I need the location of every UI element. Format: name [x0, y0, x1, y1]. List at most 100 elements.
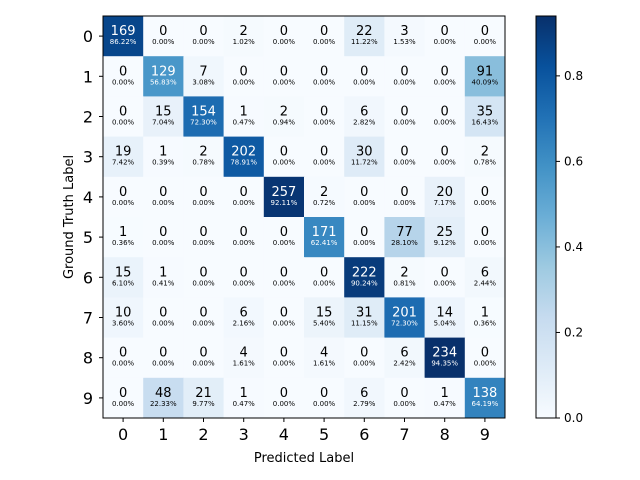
cell-percent-label: 0.94% — [273, 119, 296, 127]
cell-percent-label: 0.00% — [313, 400, 336, 408]
heatmap-cell — [344, 136, 385, 178]
cell-count-label: 1 — [240, 105, 248, 120]
heatmap-cell — [344, 217, 385, 258]
y-tick-label: 6 — [83, 268, 93, 287]
cell-percent-label: 11.22% — [351, 38, 378, 46]
cell-percent-label: 7.17% — [434, 199, 457, 207]
heatmap-cell — [304, 337, 345, 379]
cell-count-label: 0 — [240, 265, 248, 280]
cell-percent-label: 22.33% — [150, 400, 177, 408]
heatmap-cell — [424, 16, 466, 57]
cell-count-label: 0 — [400, 185, 408, 200]
heatmap-cell — [263, 337, 305, 379]
heatmap-cell — [223, 217, 265, 258]
cell-percent-label: 0.00% — [393, 400, 416, 408]
heatmap-cell — [464, 176, 506, 218]
heatmap-cell — [183, 257, 225, 298]
cell-count-label: 0 — [360, 64, 368, 79]
cell-percent-label: 0.00% — [353, 360, 376, 368]
cell-count-label: 0 — [199, 346, 207, 361]
cell-percent-label: 0.00% — [313, 279, 336, 287]
cell-count-label: 2 — [320, 185, 328, 200]
heatmap-cell — [223, 257, 265, 298]
cell-count-label: 48 — [155, 386, 172, 401]
heatmap-cell — [143, 257, 184, 298]
cell-count-label: 222 — [352, 265, 377, 280]
cell-count-label: 0 — [119, 64, 127, 79]
heatmap-cell — [183, 377, 225, 419]
cell-count-label: 0 — [240, 185, 248, 200]
heatmap-cell — [304, 16, 345, 57]
cell-count-label: 15 — [155, 105, 172, 120]
cell-percent-label: 0.00% — [273, 279, 296, 287]
heatmap-cell — [304, 257, 345, 298]
cell-count-label: 0 — [280, 64, 288, 79]
heatmap-cell — [424, 176, 466, 218]
cell-percent-label: 0.00% — [233, 78, 256, 86]
heatmap-cell — [384, 297, 426, 339]
colorbar-ticks: 0.0 0.2 0.4 0.6 0.8 — [556, 69, 583, 425]
heatmap-cell — [344, 337, 385, 379]
cell-count-label: 77 — [396, 225, 413, 240]
heatmap-cell — [103, 96, 144, 138]
cell-count-label: 15 — [316, 306, 333, 321]
cell-percent-label: 1.02% — [233, 38, 256, 46]
cell-count-label: 0 — [159, 185, 167, 200]
cell-percent-label: 2.16% — [233, 320, 256, 328]
cell-percent-label: 1.53% — [393, 38, 416, 46]
cell-count-label: 0 — [280, 386, 288, 401]
heatmap-cell — [424, 257, 466, 298]
heatmap-cell — [183, 297, 225, 339]
cell-percent-label: 40.09% — [472, 78, 499, 86]
cell-count-label: 0 — [360, 225, 368, 240]
heatmap-cell — [384, 377, 426, 419]
cell-percent-label: 0.00% — [434, 279, 457, 287]
cell-count-label: 0 — [481, 185, 489, 200]
x-tick-label: 8 — [440, 425, 450, 444]
cell-count-label: 171 — [312, 225, 337, 240]
cell-percent-label: 0.00% — [393, 78, 416, 86]
cell-percent-label: 0.00% — [313, 119, 336, 127]
cell-percent-label: 0.00% — [152, 360, 175, 368]
cell-count-label: 138 — [472, 386, 497, 401]
cell-count-label: 21 — [195, 386, 212, 401]
cell-count-label: 0 — [240, 64, 248, 79]
cell-percent-label: 6.10% — [112, 279, 135, 287]
heatmap-cell — [384, 136, 426, 178]
cell-percent-label: 0.00% — [152, 239, 175, 247]
heatmap-cell — [464, 257, 506, 298]
plot-frame — [102, 15, 506, 419]
cell-percent-label: 0.00% — [233, 239, 256, 247]
heatmap-cell — [183, 96, 225, 138]
cell-count-label: 154 — [191, 105, 216, 120]
heatmap-cell — [424, 297, 466, 339]
cell-count-label: 0 — [119, 346, 127, 361]
y-tick-label: 2 — [83, 108, 93, 127]
cell-percent-label: 0.00% — [353, 78, 376, 86]
cell-count-label: 0 — [400, 145, 408, 160]
cell-count-label: 0 — [199, 225, 207, 240]
cell-count-label: 0 — [159, 306, 167, 321]
y-tick-label: 9 — [83, 389, 93, 408]
cell-percent-label: 0.00% — [233, 279, 256, 287]
cell-percent-label: 94.35% — [431, 360, 458, 368]
x-tick-label: 4 — [279, 425, 289, 444]
cell-count-label: 1 — [159, 145, 167, 160]
cell-percent-label: 16.43% — [472, 119, 499, 127]
cell-percent-label: 0.00% — [474, 199, 497, 207]
colorbar-tick-label: 0.8 — [564, 69, 583, 83]
cell-count-label: 0 — [119, 386, 127, 401]
cell-percent-label: 0.00% — [112, 360, 135, 368]
heatmap-cell — [384, 16, 426, 57]
cell-percent-label: 0.00% — [313, 159, 336, 167]
x-tick-label: 3 — [239, 425, 249, 444]
cell-count-label: 0 — [320, 386, 328, 401]
cell-percent-label: 62.41% — [311, 239, 338, 247]
cell-percent-label: 0.00% — [112, 119, 135, 127]
cell-count-label: 0 — [441, 105, 449, 120]
cell-percent-label: 0.00% — [112, 78, 135, 86]
cell-percent-label: 0.00% — [273, 239, 296, 247]
heatmap-cell — [304, 96, 345, 138]
colorbar-tick-label: 0.6 — [564, 154, 583, 168]
cell-count-label: 0 — [280, 306, 288, 321]
